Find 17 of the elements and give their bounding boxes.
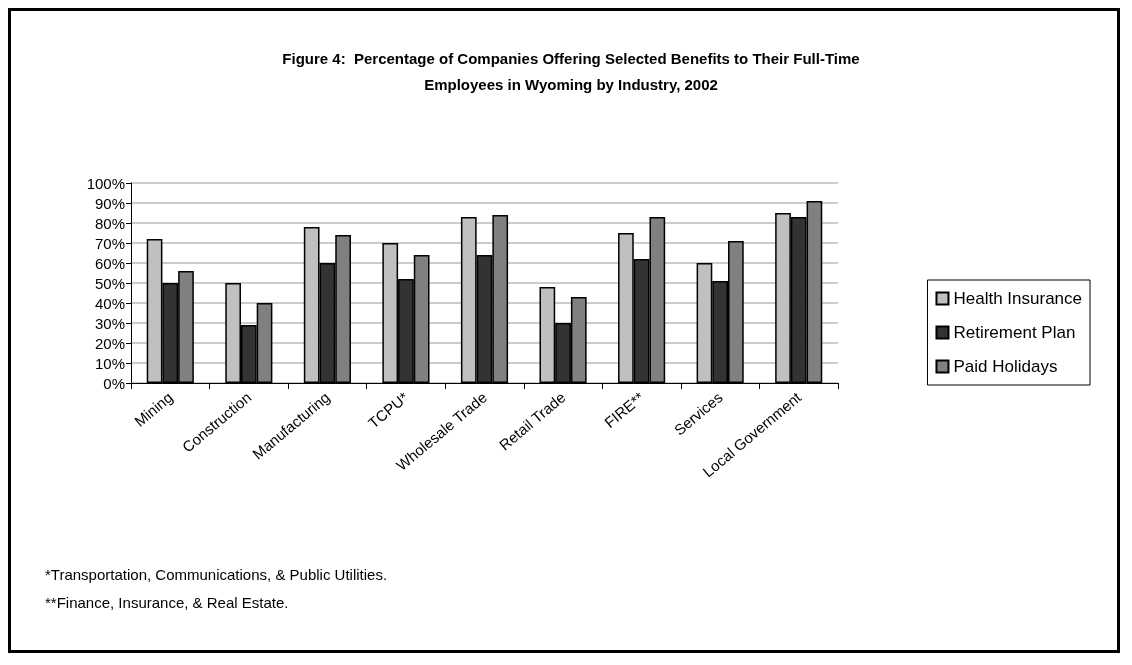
y-tick-label: 100% bbox=[86, 174, 125, 192]
y-tick-label: 60% bbox=[94, 254, 125, 272]
y-tick-label: 50% bbox=[94, 274, 125, 292]
y-tick-label: 70% bbox=[94, 234, 125, 252]
legend-label: Health Insurance bbox=[953, 289, 1083, 308]
y-tick-label: 30% bbox=[94, 314, 125, 332]
text: *Transportation, Communications, & Public Utilities. bbox=[45, 566, 388, 583]
y-tick-label: 20% bbox=[94, 334, 125, 352]
y-tick-label: 10% bbox=[94, 354, 125, 372]
text: **Finance, Insurance, & Real Estate. bbox=[45, 594, 289, 611]
y-tick-label: 90% bbox=[94, 194, 125, 212]
chart-title: Figure 4: Percentage of Companies Offering Selected Benefits to Their Full-Time Employees in Wyoming by Industry, 2002 bbox=[282, 49, 860, 93]
legend-label: Retirement Plan bbox=[953, 323, 1076, 342]
legend-label: Paid Holidays bbox=[953, 357, 1058, 376]
y-tick-label: 40% bbox=[94, 294, 125, 312]
y-tick-label: 80% bbox=[94, 214, 125, 232]
y-tick-label: 0% bbox=[103, 374, 125, 392]
